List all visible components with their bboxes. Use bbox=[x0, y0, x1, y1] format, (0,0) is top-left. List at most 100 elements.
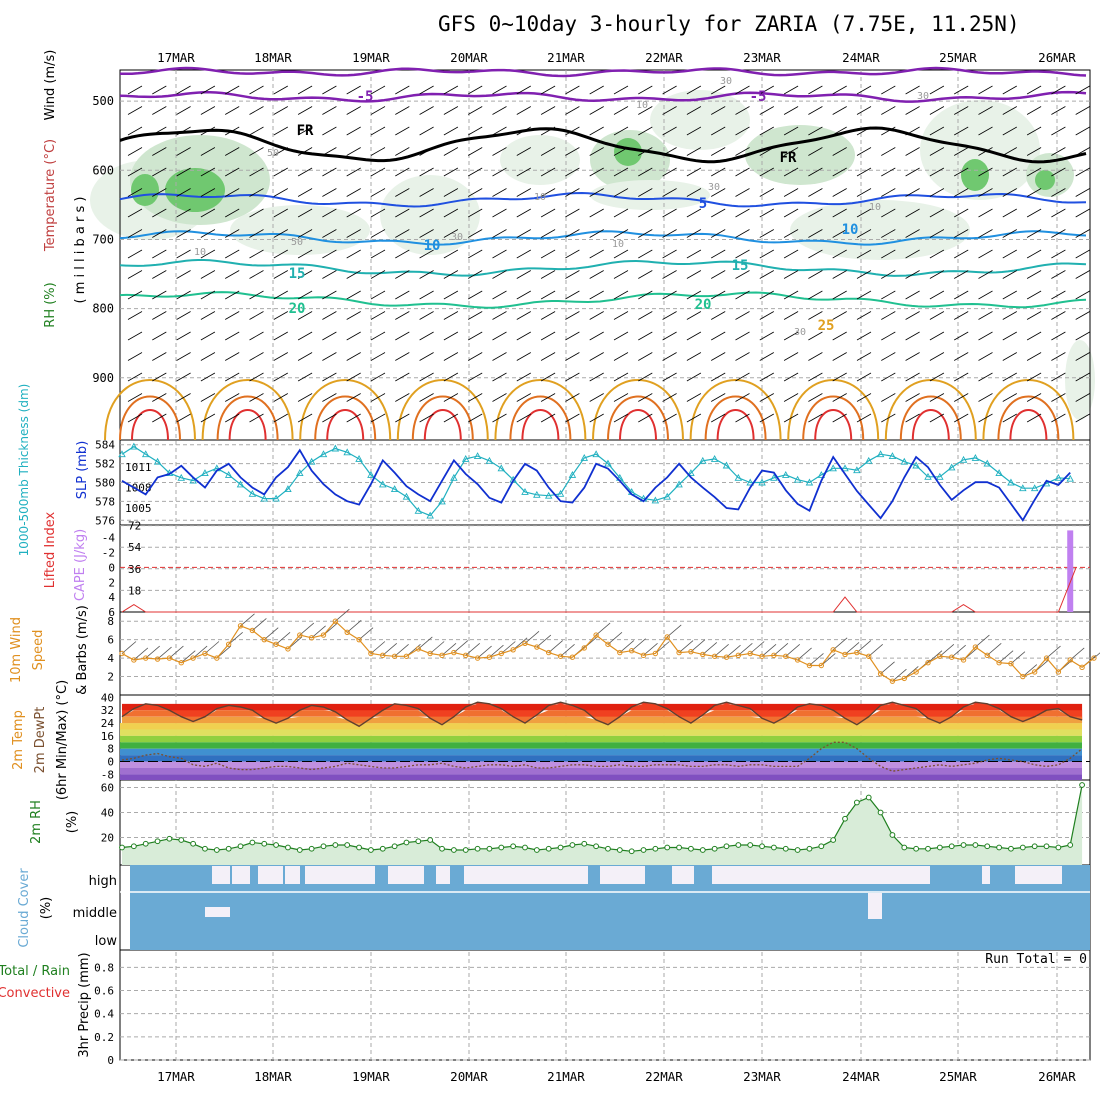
cloud-gap bbox=[388, 866, 424, 884]
temp-tick-label: 16 bbox=[101, 730, 114, 743]
temp-minmax-label: (6hr Min/Max) (°C) bbox=[55, 680, 70, 800]
surface-wind-barb bbox=[904, 666, 919, 679]
wind-barb bbox=[516, 85, 531, 95]
temp-color-band bbox=[120, 755, 1082, 762]
wind-barb bbox=[929, 352, 945, 361]
wind-barb bbox=[540, 106, 556, 115]
wind-barb bbox=[613, 188, 629, 197]
wind-barb bbox=[783, 413, 799, 423]
wind-barb bbox=[662, 372, 677, 382]
rh-point bbox=[806, 845, 813, 852]
wind-barb bbox=[662, 208, 677, 218]
wind-barb bbox=[273, 331, 288, 341]
wind-barb bbox=[808, 85, 823, 95]
wind-barb bbox=[540, 249, 556, 259]
surface-wind-barb bbox=[441, 643, 457, 656]
thickness-point bbox=[746, 478, 754, 486]
thickness-point bbox=[959, 455, 968, 463]
wind-barb bbox=[540, 229, 556, 238]
wind-speed-point bbox=[877, 671, 884, 677]
wind-barb bbox=[249, 208, 264, 218]
wind-barb bbox=[832, 270, 847, 279]
wind-barb bbox=[1002, 85, 1017, 95]
surface-wind-barb bbox=[643, 643, 658, 656]
wind-barb bbox=[783, 188, 799, 197]
surface-wind-barb bbox=[204, 641, 220, 654]
wind-barb bbox=[516, 413, 531, 423]
wind-barb bbox=[370, 311, 386, 320]
wind-speed-point bbox=[1020, 673, 1026, 680]
wind-speed-point bbox=[154, 656, 161, 662]
wind-barb bbox=[711, 147, 726, 156]
thickness-point bbox=[947, 463, 956, 471]
date-label-bottom: 17MAR bbox=[157, 1069, 195, 1084]
cape-tick-label: 54 bbox=[128, 541, 142, 554]
cloud-gap bbox=[600, 866, 645, 884]
thickness-point bbox=[343, 448, 351, 456]
temp-color-band bbox=[120, 729, 1082, 736]
wind-barb bbox=[468, 126, 483, 136]
thickness-point bbox=[177, 473, 186, 481]
wind-barb bbox=[1002, 413, 1017, 423]
wind-barb bbox=[978, 413, 993, 423]
slp-tick-label: 1005 bbox=[125, 502, 152, 515]
wind-barb bbox=[127, 229, 143, 238]
rh-shade bbox=[590, 180, 710, 210]
wind-barb bbox=[686, 372, 702, 382]
surface-wind-barb bbox=[252, 618, 267, 631]
wind-barb bbox=[152, 126, 167, 136]
wind-barb bbox=[905, 208, 920, 218]
thickness-tick-label: 576 bbox=[95, 514, 115, 527]
wind-barb bbox=[832, 188, 847, 197]
wind-barb bbox=[322, 106, 337, 115]
warm-isotherm bbox=[216, 395, 279, 441]
wind-barb bbox=[808, 311, 823, 320]
wind-barb bbox=[152, 208, 167, 218]
rh-point bbox=[1019, 844, 1026, 851]
wind-barb bbox=[1075, 331, 1090, 341]
wind-barb bbox=[565, 188, 580, 197]
wind-speed-point bbox=[830, 647, 836, 653]
wind-barb bbox=[1075, 229, 1090, 238]
wind-barb bbox=[516, 331, 531, 341]
wind-speed-point bbox=[498, 650, 504, 657]
surface-wind-barb bbox=[1010, 651, 1026, 664]
surface-wind-barb bbox=[370, 641, 386, 654]
thickness-tick-label: 582 bbox=[95, 458, 115, 471]
wind-barb bbox=[1002, 311, 1017, 320]
temp2m-label: 2m Temp bbox=[11, 710, 26, 770]
wind-barb bbox=[200, 106, 216, 115]
wind-barb bbox=[225, 229, 240, 238]
wind-barb bbox=[735, 188, 750, 197]
date-label-bottom: 25MAR bbox=[939, 1069, 977, 1084]
wind-barb bbox=[176, 167, 191, 177]
thickness-point bbox=[1019, 484, 1027, 492]
wind-barb bbox=[419, 85, 434, 95]
wind-barb bbox=[589, 249, 604, 259]
wind-barb bbox=[905, 249, 920, 259]
wind-barb bbox=[492, 352, 507, 361]
wind-barb bbox=[443, 106, 459, 115]
warm-isotherm bbox=[716, 409, 755, 441]
wind-barb bbox=[225, 331, 240, 341]
rh-tick-label: 20 bbox=[101, 832, 114, 845]
wind-barb bbox=[322, 229, 337, 238]
wind-barb bbox=[516, 352, 531, 361]
wind-barb bbox=[1026, 372, 1042, 382]
surface-wind-barb bbox=[655, 641, 670, 654]
wind-speed-point bbox=[937, 653, 943, 659]
wind-barb bbox=[978, 208, 993, 218]
thickness-point bbox=[1066, 474, 1074, 482]
warm-isotherm bbox=[592, 379, 684, 441]
rh-point bbox=[178, 837, 185, 843]
wind-barb bbox=[613, 229, 629, 238]
rh-point bbox=[356, 844, 362, 851]
wind-barb bbox=[152, 331, 167, 341]
wind-barb bbox=[200, 167, 216, 177]
wind-barb bbox=[613, 331, 629, 341]
wind-barb bbox=[395, 352, 410, 361]
wind-barb bbox=[176, 249, 191, 259]
wind-speed-point bbox=[202, 650, 208, 657]
wind-barb bbox=[127, 188, 143, 197]
wind-barb bbox=[735, 393, 750, 402]
